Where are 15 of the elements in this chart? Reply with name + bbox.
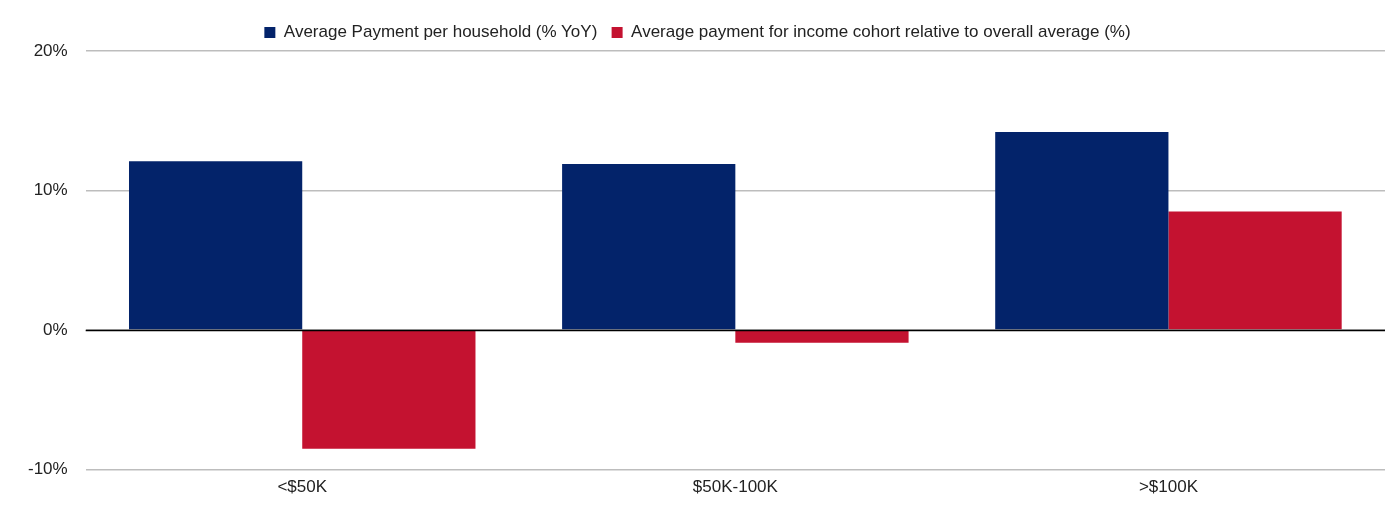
x-tick-label: >$100K — [1138, 477, 1199, 497]
legend-label: Average Payment per household (% YoY) — [283, 22, 598, 42]
bar — [735, 330, 909, 343]
bar — [129, 161, 303, 330]
y-tick-label: 20% — [33, 40, 68, 60]
bar — [995, 131, 1169, 330]
bar — [562, 164, 736, 330]
bar — [1168, 211, 1342, 330]
y-tick-label: 10% — [33, 180, 68, 200]
x-tick-label: $50K-100K — [692, 477, 779, 497]
x-tick-label: <$50K — [277, 477, 328, 497]
legend-label: Average payment for income cohort relative to overall average (%) — [631, 22, 1131, 42]
bar — [302, 330, 476, 449]
y-tick-label: -10% — [28, 459, 68, 479]
y-tick-label: 0% — [43, 319, 68, 339]
